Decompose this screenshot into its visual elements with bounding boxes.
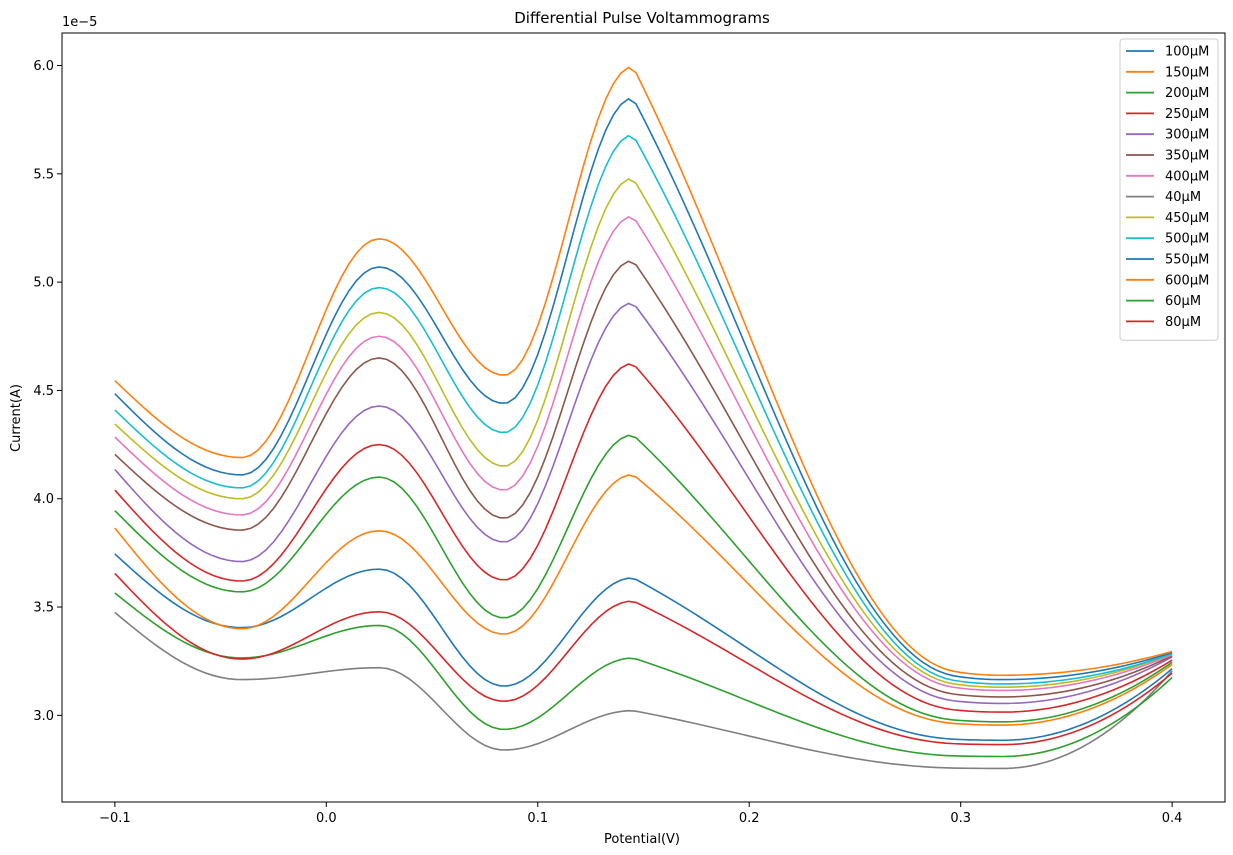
y-axis-label: Current(A) [9, 384, 24, 452]
series-line [114, 434, 1173, 723]
chart-title: Differential Pulse Voltammograms [514, 9, 770, 27]
series-line [114, 134, 1173, 685]
legend-entry: 350µM [1165, 149, 1209, 164]
x-axis: −0.1 0.0 0.1 0.2 0.3 0.4 [99, 802, 1182, 826]
legend-entry: 550µM [1165, 253, 1209, 268]
y-tick-label: 6.0 [33, 59, 54, 74]
series-line [114, 178, 1173, 688]
x-tick-label: −0.1 [99, 811, 131, 826]
y-tick-label: 3.5 [33, 601, 54, 616]
legend-entry: 60µM [1165, 294, 1201, 309]
legend-entry: 80µM [1165, 315, 1201, 330]
series-line [114, 572, 1173, 746]
series-line [114, 553, 1173, 742]
legend-entry: 450µM [1165, 211, 1209, 226]
x-tick-label: 0.1 [527, 811, 548, 826]
series-line [114, 474, 1173, 726]
x-axis-label: Potential(V) [604, 832, 680, 847]
legend-entry: 600µM [1165, 273, 1209, 288]
legend-entry: 400µM [1165, 169, 1209, 184]
series-line [114, 215, 1173, 692]
legend-entry: 40µM [1165, 190, 1201, 205]
legend-entry: 250µM [1165, 107, 1209, 122]
series-layer [114, 66, 1173, 770]
x-tick-label: 0.4 [1162, 811, 1183, 826]
y-tick-label: 5.0 [33, 276, 54, 291]
x-tick-label: 0.3 [950, 811, 971, 826]
x-tick-label: 0.0 [316, 811, 337, 826]
series-line [114, 302, 1173, 705]
series-line [114, 97, 1173, 681]
series-line [114, 611, 1173, 770]
series-line [114, 66, 1173, 677]
legend: 100µM 150µM 200µM 250µM 300µM 350µM 400µM 40µM 4… [1119, 38, 1219, 341]
legend-entry: 500µM [1165, 232, 1209, 247]
series-line [114, 260, 1173, 698]
y-tick-label: 4.0 [33, 492, 54, 507]
legend-entry: 150µM [1165, 65, 1209, 80]
legend-entry: 300µM [1165, 128, 1209, 143]
legend-entry: 100µM [1165, 45, 1209, 60]
y-tick-label: 3.0 [33, 709, 54, 724]
legend-entry: 200µM [1165, 86, 1209, 101]
series-line [114, 592, 1173, 758]
y-offset-label: 1e−5 [62, 15, 97, 30]
y-tick-label: 4.5 [33, 384, 54, 399]
plot-frame [61, 32, 1226, 803]
x-tick-label: 0.2 [739, 811, 760, 826]
series-line [114, 363, 1173, 713]
y-axis: 3.0 3.5 4.0 4.5 5.0 5.5 6.0 [33, 59, 62, 724]
y-tick-label: 5.5 [33, 167, 54, 182]
